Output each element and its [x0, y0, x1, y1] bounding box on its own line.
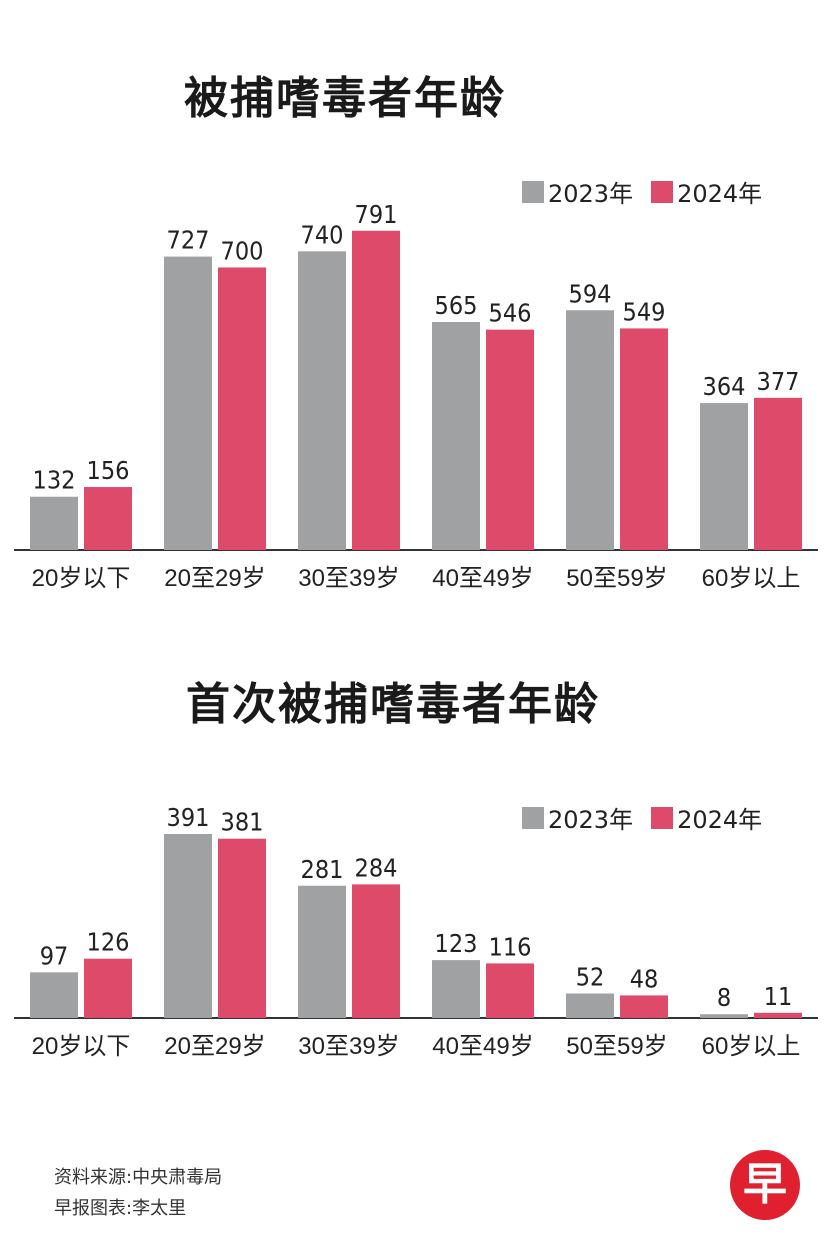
category-label: 20至29岁 [164, 565, 265, 592]
category-label: 30至39岁 [298, 565, 399, 592]
chart-2-title: 首次被捕嗜毒者年龄 [186, 679, 600, 730]
category-label: 60岁以上 [702, 565, 801, 592]
bar-2024 [620, 328, 668, 550]
data-label: 727 [167, 226, 210, 255]
data-label: 381 [221, 808, 264, 837]
bar-2024 [218, 267, 266, 550]
chart-1-title: 被捕嗜毒者年龄 [184, 73, 506, 124]
data-label: 126 [87, 928, 130, 957]
chart-2-legend: 2023年 2024年 [522, 800, 780, 835]
legend-label-2024: 2024年 [677, 806, 763, 834]
bar-2023 [700, 1014, 748, 1018]
bar-2024 [486, 963, 534, 1018]
legend-label-2023: 2023年 [548, 806, 634, 834]
legend-swatch-2023 [522, 180, 544, 203]
category-label: 20至29岁 [164, 1033, 265, 1060]
data-label: 740 [301, 220, 344, 249]
bar-2024 [486, 329, 534, 550]
legend-item-2023: 2023年 [522, 174, 633, 209]
bar-2024 [352, 230, 400, 551]
data-label: 48 [630, 964, 659, 993]
data-label: 281 [301, 855, 344, 884]
bar-2023 [566, 310, 614, 550]
credit-note: 早报图表:李太里 [54, 1198, 187, 1219]
data-label: 546 [489, 299, 532, 328]
legend-swatch-2024 [651, 806, 674, 829]
bar-2023 [432, 960, 480, 1018]
bar-2023 [164, 833, 212, 1018]
bar-2023 [30, 496, 78, 550]
data-label: 116 [489, 932, 532, 961]
data-label: 156 [87, 456, 130, 485]
category-label: 20岁以下 [32, 565, 131, 592]
bar-2024 [84, 958, 132, 1018]
bar-2023 [164, 256, 212, 550]
bar-2024 [218, 838, 266, 1018]
source-note: 资料来源:中央肃毒局 [54, 1167, 223, 1188]
data-label: 11 [764, 982, 793, 1011]
data-label: 284 [355, 853, 398, 882]
zaobao-logo-icon: 早 [730, 1150, 800, 1220]
legend-label-2023: 2023年 [548, 180, 634, 208]
category-label: 60岁以上 [702, 1033, 801, 1060]
legend-item-2024: 2024年 [651, 174, 762, 209]
chart-1-legend: 2023年 2024年 [522, 174, 780, 209]
bar-2023 [30, 972, 78, 1018]
data-label: 123 [435, 929, 478, 958]
legend-swatch-2023 [522, 806, 544, 829]
category-label: 20岁以下 [32, 1033, 131, 1060]
chart-1-plot: 132 156 20岁以下 727 700 20至29岁 740 791 30至39岁 565 54… [14, 200, 818, 592]
data-label: 52 [576, 963, 605, 992]
data-label: 377 [757, 367, 800, 396]
data-label: 565 [435, 291, 478, 320]
data-label: 391 [167, 803, 210, 832]
data-label: 97 [40, 941, 69, 970]
bar-2023 [700, 403, 748, 550]
data-label: 594 [569, 279, 612, 308]
bar-2023 [298, 251, 346, 550]
bar-2024 [620, 995, 668, 1018]
data-label: 132 [33, 466, 76, 495]
data-label: 364 [703, 372, 746, 401]
category-label: 50至59岁 [566, 1033, 667, 1060]
category-label: 50至59岁 [566, 565, 667, 592]
bar-2023 [298, 885, 346, 1018]
bar-2024 [84, 487, 132, 550]
bar-2024 [754, 397, 802, 550]
data-label: 549 [623, 297, 666, 326]
category-label: 30至39岁 [298, 1033, 399, 1060]
data-label: 700 [221, 236, 264, 265]
bar-2023 [432, 321, 480, 550]
category-label: 40至49岁 [432, 565, 533, 592]
legend-swatch-2024 [651, 180, 674, 203]
legend-label-2024: 2024年 [677, 180, 763, 208]
data-label: 8 [717, 983, 731, 1012]
data-label: 791 [355, 200, 398, 229]
bar-2024 [352, 884, 400, 1018]
bar-2024 [754, 1012, 802, 1018]
legend-item-2023: 2023年 [522, 800, 633, 835]
bar-2023 [566, 993, 614, 1018]
category-label: 40至49岁 [432, 1033, 533, 1060]
legend-item-2024: 2024年 [651, 800, 762, 835]
